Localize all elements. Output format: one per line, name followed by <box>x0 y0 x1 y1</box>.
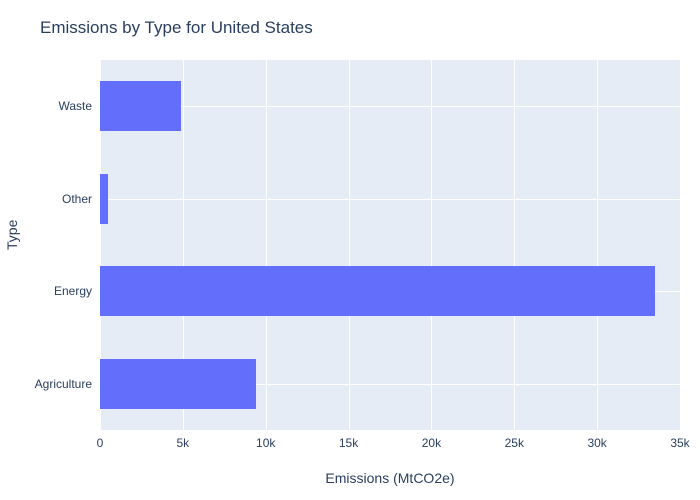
chart-title: Emissions by Type for United States <box>40 18 313 38</box>
x-tick-label: 30k <box>587 436 606 450</box>
x-tick-label: 20k <box>422 436 441 450</box>
x-tick-label: 35k <box>670 436 689 450</box>
bar[interactable] <box>100 174 108 224</box>
y-gridline <box>100 199 680 200</box>
y-gridline <box>100 106 680 107</box>
x-tick-label: 10k <box>256 436 275 450</box>
x-gridline <box>597 60 598 430</box>
x-gridline <box>266 60 267 430</box>
bar[interactable] <box>100 359 256 409</box>
y-tick-label: Energy <box>54 284 92 298</box>
plot-area <box>100 60 680 430</box>
bar[interactable] <box>100 266 655 316</box>
x-tick-label: 15k <box>339 436 358 450</box>
x-gridline <box>349 60 350 430</box>
y-tick-label: Other <box>62 192 92 206</box>
y-ticks: Waste Other Energy Agriculture <box>0 60 100 430</box>
x-ticks: Emissions (MtCO2e) 05k10k15k20k25k30k35k <box>100 430 680 500</box>
x-tick-label: 5k <box>177 436 190 450</box>
x-tick-label: 0 <box>97 436 104 450</box>
y-tick-label: Waste <box>58 99 92 113</box>
x-axis-title: Emissions (MtCO2e) <box>325 470 454 486</box>
x-gridline <box>680 60 681 430</box>
emissions-chart: Emissions by Type for United States Type… <box>0 0 700 500</box>
x-gridline <box>514 60 515 430</box>
x-tick-label: 25k <box>505 436 524 450</box>
bar[interactable] <box>100 81 181 131</box>
y-tick-label: Agriculture <box>35 377 92 391</box>
x-gridline <box>431 60 432 430</box>
